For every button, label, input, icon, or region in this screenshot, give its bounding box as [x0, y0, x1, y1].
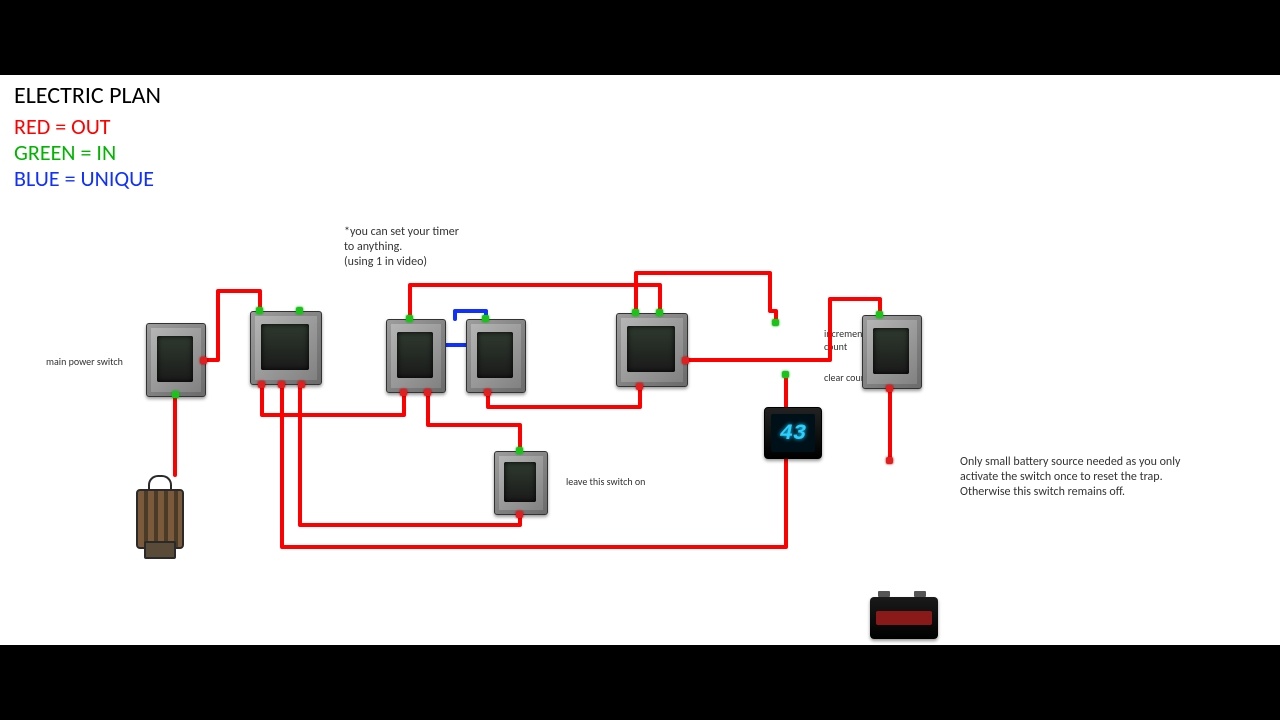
terminal-in-icon [772, 319, 779, 326]
terminal-out-icon [886, 457, 893, 464]
terminal-in-icon [296, 307, 303, 314]
node-splitter-b [616, 313, 688, 387]
terminal-in-icon [782, 371, 789, 378]
terminal-out-icon [886, 385, 893, 392]
node-counter: 43 [764, 407, 822, 459]
node-switch-keep-on [494, 451, 548, 515]
node-reset-switch [862, 315, 922, 389]
terminal-out-icon [278, 381, 285, 388]
terminal-out-icon [200, 357, 207, 364]
legend-green: GREEN = IN [14, 139, 116, 166]
terminal-in-icon [172, 391, 179, 398]
terminal-in-icon [516, 447, 523, 454]
diagram-canvas: ELECTRIC PLAN RED = OUT GREEN = IN BLUE … [0, 75, 1280, 645]
counter-display: 43 [780, 421, 806, 446]
terminal-out-icon [298, 381, 305, 388]
terminal-in-icon [632, 309, 639, 316]
node-splitter-a [250, 311, 322, 385]
node-timer-2 [466, 319, 526, 393]
label-leave-on: leave this switch on [566, 475, 645, 488]
node-battery [870, 597, 938, 639]
terminal-in-icon [656, 309, 663, 316]
terminal-out-icon [682, 357, 689, 364]
label-increment: increment count [824, 327, 866, 353]
legend-blue: BLUE = UNIQUE [14, 165, 154, 192]
terminal-in-icon [482, 315, 489, 322]
terminal-out-icon [424, 389, 431, 396]
terminal-out-icon [636, 383, 643, 390]
legend-red: RED = OUT [14, 113, 111, 140]
terminal-in-icon [256, 307, 263, 314]
terminal-out-icon [484, 389, 491, 396]
note-battery: Only small battery source needed as you … [960, 455, 1210, 500]
terminal-in-icon [876, 311, 883, 318]
node-lantern [134, 475, 182, 559]
note-timer: *you can set your timer to anything. (us… [344, 225, 459, 270]
terminal-in-icon [406, 315, 413, 322]
terminal-out-icon [400, 389, 407, 396]
terminal-out-icon [258, 381, 265, 388]
label-main-power: main power switch [46, 355, 123, 368]
terminal-out-icon [516, 511, 523, 518]
node-timer-1 [386, 319, 446, 393]
page-title: ELECTRIC PLAN [14, 81, 161, 110]
node-main-switch [146, 323, 206, 397]
